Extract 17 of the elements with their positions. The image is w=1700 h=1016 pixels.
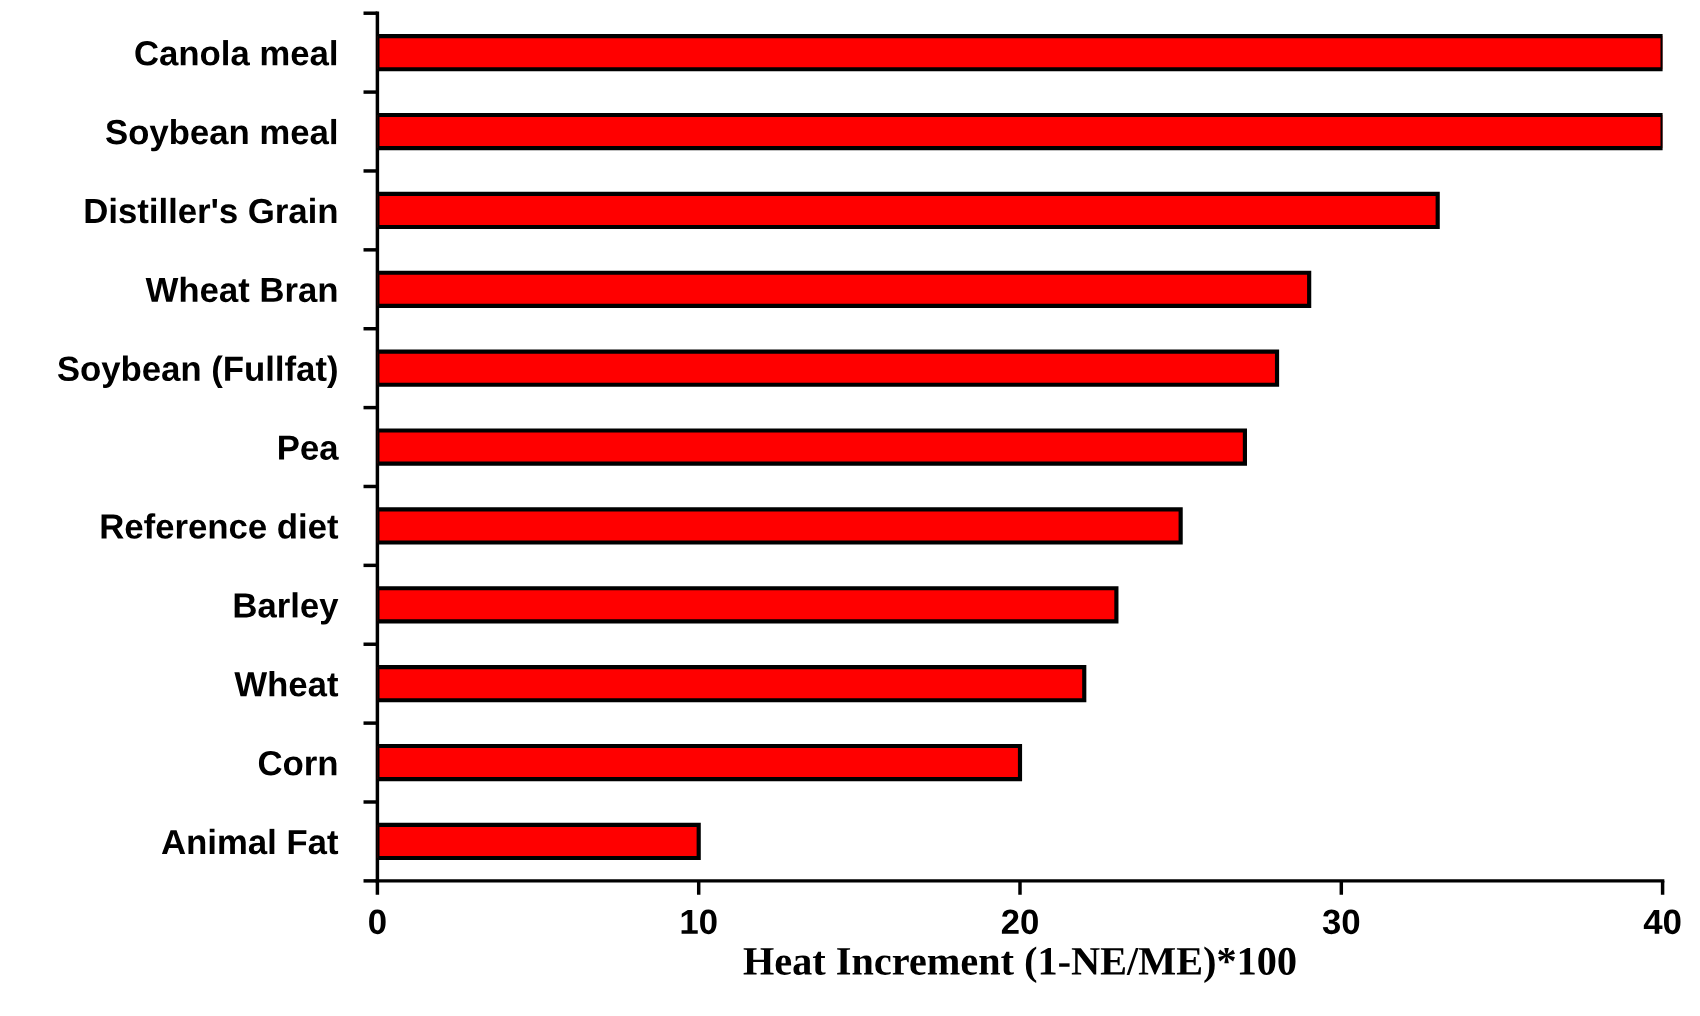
y-tick-label: Distiller's Grain xyxy=(85,197,337,224)
x-tick-label: 30 xyxy=(1322,909,1360,935)
x-tick-label: 20 xyxy=(1001,909,1038,935)
x-tick-label: 10 xyxy=(681,909,717,935)
y-tick-label: Reference diet xyxy=(101,513,339,539)
y-tick-label: Corn xyxy=(258,750,337,776)
y-tick-label: Canola meal xyxy=(135,40,337,66)
x-tick-label: 0 xyxy=(369,909,386,935)
y-tick-label: Wheat xyxy=(234,671,339,697)
y-tick-label: Pea xyxy=(279,435,339,460)
y-tick-label: Wheat Bran xyxy=(145,276,337,303)
y-tick-label: Soybean meal xyxy=(106,118,337,152)
y-tick-label: Barley xyxy=(234,592,339,625)
y-tick-label: Animal Fat xyxy=(161,828,339,855)
x-axis-title: Heat Increment (1-NE/ME)*100 xyxy=(743,946,1296,984)
x-tick-label: 40 xyxy=(1643,909,1681,935)
y-tick-label: Soybean (Fullfat) xyxy=(57,355,337,388)
